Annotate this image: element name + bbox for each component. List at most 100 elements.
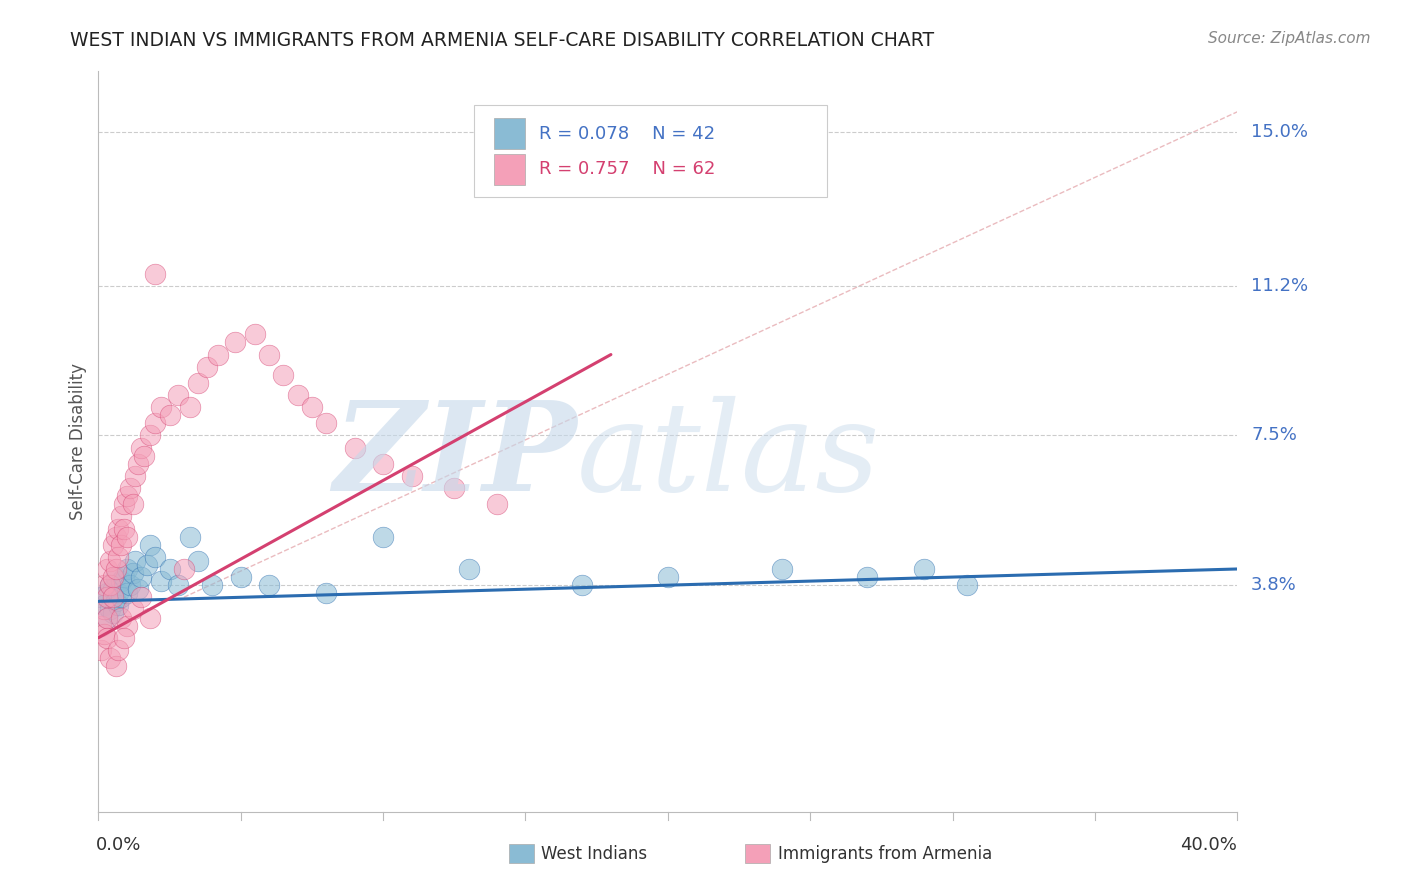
Point xyxy=(207,347,229,361)
Point xyxy=(118,481,141,495)
Point xyxy=(956,578,979,592)
Point xyxy=(115,562,138,576)
Point xyxy=(243,327,266,342)
Point xyxy=(112,570,135,584)
Point xyxy=(96,631,118,645)
Point xyxy=(145,417,167,431)
Point xyxy=(93,626,115,640)
Point xyxy=(129,570,152,584)
Point xyxy=(173,562,195,576)
Point xyxy=(159,409,181,423)
Point xyxy=(167,578,190,592)
Point xyxy=(571,578,593,592)
Point xyxy=(124,554,146,568)
Text: Immigrants from Armenia: Immigrants from Armenia xyxy=(778,845,991,863)
Point xyxy=(104,530,127,544)
FancyBboxPatch shape xyxy=(474,104,827,197)
Point xyxy=(138,610,160,624)
Point xyxy=(110,591,132,605)
Point xyxy=(150,574,173,588)
Bar xyxy=(494,153,526,185)
Text: 40.0%: 40.0% xyxy=(1181,836,1237,854)
Text: WEST INDIAN VS IMMIGRANTS FROM ARMENIA SELF-CARE DISABILITY CORRELATION CHART: WEST INDIAN VS IMMIGRANTS FROM ARMENIA S… xyxy=(70,31,935,50)
Bar xyxy=(494,118,526,149)
Point xyxy=(121,497,143,511)
Point xyxy=(115,618,138,632)
Point xyxy=(107,522,129,536)
Point xyxy=(107,549,129,564)
Point xyxy=(107,599,129,613)
Text: 7.5%: 7.5% xyxy=(1251,426,1298,444)
Point xyxy=(96,610,118,624)
Point xyxy=(104,594,127,608)
Text: R = 0.757    N = 62: R = 0.757 N = 62 xyxy=(538,160,716,178)
Point xyxy=(195,359,218,374)
Point xyxy=(93,578,115,592)
Point xyxy=(104,570,127,584)
Point xyxy=(96,562,118,576)
Point xyxy=(110,574,132,588)
Point xyxy=(101,582,124,597)
Point xyxy=(315,586,337,600)
Point xyxy=(229,570,252,584)
Point xyxy=(179,530,201,544)
Point xyxy=(110,538,132,552)
Point xyxy=(124,469,146,483)
Point xyxy=(98,578,121,592)
Point xyxy=(138,428,160,442)
Point xyxy=(287,388,309,402)
Point xyxy=(96,586,118,600)
Point xyxy=(101,538,124,552)
Point xyxy=(856,570,879,584)
Point xyxy=(301,400,323,414)
Point xyxy=(150,400,173,414)
Point xyxy=(90,618,112,632)
Point xyxy=(343,441,366,455)
Y-axis label: Self-Care Disability: Self-Care Disability xyxy=(69,363,87,520)
Point xyxy=(98,602,121,616)
Point xyxy=(98,554,121,568)
Point xyxy=(98,651,121,665)
Point xyxy=(770,562,793,576)
Point xyxy=(107,586,129,600)
Point xyxy=(112,497,135,511)
Point xyxy=(401,469,423,483)
Point xyxy=(315,417,337,431)
Point xyxy=(457,562,479,576)
Point xyxy=(98,578,121,592)
Point xyxy=(657,570,679,584)
Point xyxy=(96,591,118,605)
Point xyxy=(912,562,935,576)
Point xyxy=(118,578,141,592)
Point xyxy=(135,558,157,572)
Point xyxy=(93,599,115,613)
Point xyxy=(115,489,138,503)
Point xyxy=(104,659,127,673)
Point xyxy=(373,530,395,544)
Point xyxy=(115,586,138,600)
Point xyxy=(259,578,281,592)
Point xyxy=(145,549,167,564)
Point xyxy=(145,267,167,281)
Point xyxy=(443,481,465,495)
Point xyxy=(110,610,132,624)
Point xyxy=(90,643,112,657)
Point xyxy=(138,538,160,552)
Point xyxy=(127,457,149,471)
Point xyxy=(121,602,143,616)
Text: 11.2%: 11.2% xyxy=(1251,277,1309,294)
Point xyxy=(101,570,124,584)
Text: 0.0%: 0.0% xyxy=(96,836,141,854)
Point xyxy=(110,509,132,524)
Point xyxy=(101,607,124,621)
Point xyxy=(93,602,115,616)
Point xyxy=(112,631,135,645)
Text: ZIP: ZIP xyxy=(333,395,576,517)
Point xyxy=(179,400,201,414)
Point xyxy=(224,335,246,350)
Point xyxy=(187,554,209,568)
Point xyxy=(132,449,155,463)
Text: R = 0.078    N = 42: R = 0.078 N = 42 xyxy=(538,125,716,143)
Point xyxy=(96,610,118,624)
Point xyxy=(101,591,124,605)
